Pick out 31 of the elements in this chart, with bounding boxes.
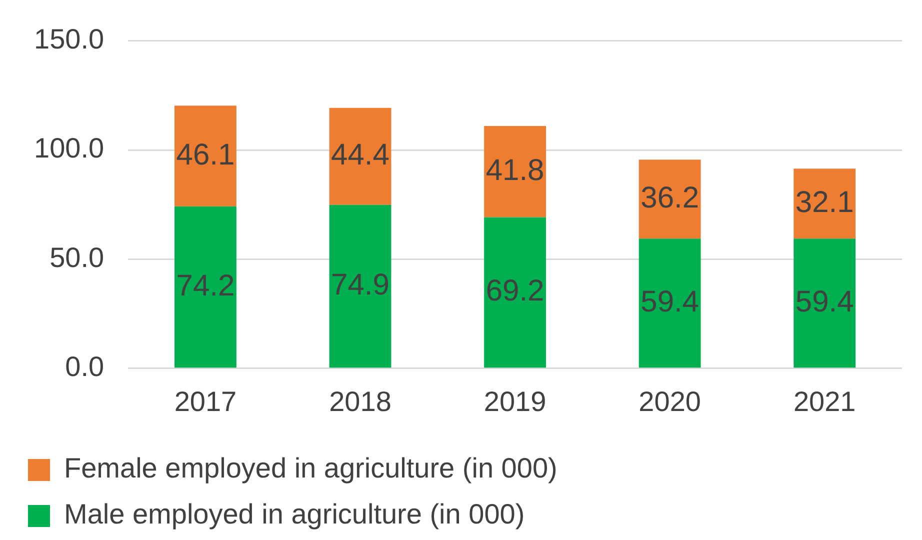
data-label: 74.2 <box>176 269 235 302</box>
x-tick-label: 2020 <box>638 386 701 417</box>
bar <box>638 238 701 368</box>
legend-label: Female employed in agriculture (in 000) <box>64 452 558 484</box>
bar <box>484 126 546 218</box>
data-label: 46.1 <box>176 138 235 172</box>
y-tick-label: 0.0 <box>65 351 104 382</box>
bar <box>174 206 236 368</box>
data-label: 69.2 <box>486 274 544 308</box>
data-label: 59.4 <box>640 285 700 318</box>
y-tick-label: 150.0 <box>34 24 104 55</box>
x-tick-label: 2018 <box>329 386 392 417</box>
bar <box>329 204 392 368</box>
bar <box>329 108 392 205</box>
y-tick-label: 100.0 <box>34 132 104 164</box>
bar <box>638 160 701 239</box>
x-tick-label: 2017 <box>174 386 237 417</box>
y-tick-label: 50.0 <box>50 242 104 273</box>
x-tick-label: 2021 <box>793 386 856 417</box>
data-label: 41.8 <box>486 154 544 187</box>
x-tick-label: 2019 <box>484 386 546 417</box>
data-label: 59.4 <box>795 285 854 318</box>
bar <box>794 168 856 239</box>
bar <box>174 106 236 206</box>
data-label: 74.9 <box>331 268 390 302</box>
data-label: 32.1 <box>795 186 854 219</box>
legend-label: Male employed in agriculture (in 000) <box>64 498 525 530</box>
data-label: 36.2 <box>640 181 700 214</box>
bar <box>794 238 856 368</box>
bar <box>484 217 546 368</box>
data-label: 44.4 <box>331 138 390 172</box>
